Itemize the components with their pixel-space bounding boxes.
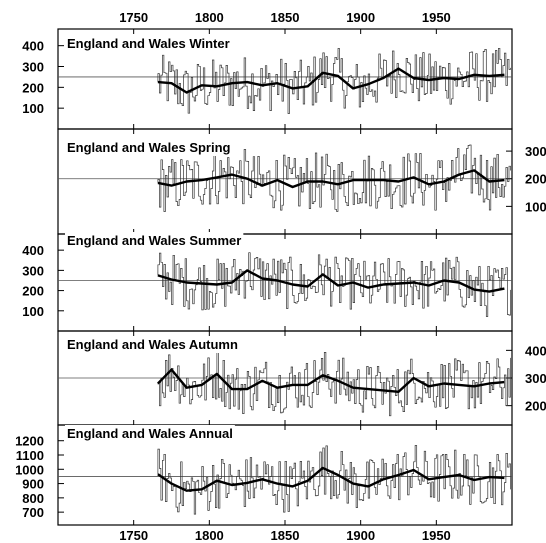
- panel-title: England and Wales Summer: [67, 233, 241, 248]
- panel-title-backing: [65, 139, 233, 156]
- y-tick-label: 400: [22, 39, 44, 54]
- x-tick-label-bottom: 1800: [195, 528, 224, 543]
- panel-4: 200 300 400 England and Wales Autumn: [57, 330, 546, 426]
- annual-trace: [157, 445, 511, 515]
- x-tick-label-top: 1750: [119, 10, 148, 25]
- annual-trace: [157, 144, 511, 212]
- y-tick-label: 1000: [15, 462, 44, 477]
- y-tick-label: 300: [525, 144, 546, 159]
- smoothed-series-line: [157, 269, 505, 293]
- panel-title-backing: [65, 35, 232, 52]
- y-tick-label: 400: [22, 243, 44, 258]
- panel-1: 100 200 300 400 England and Wales Winter: [22, 28, 513, 130]
- y-tick-label: 100: [525, 199, 546, 214]
- y-tick-label: 100: [22, 101, 44, 116]
- x-tick-label-top: 1950: [422, 10, 451, 25]
- annual-trace: [157, 351, 511, 417]
- y-tick-label: 200: [525, 172, 546, 187]
- x-tick-label-top: 1800: [195, 10, 224, 25]
- panel-2: 100 200 300 England and Wales Spring: [57, 128, 546, 235]
- smoothed-series-line: [157, 169, 505, 189]
- y-tick-label: 400: [525, 343, 546, 358]
- panel-3: 100 200 300 400 England and Wales Summer: [22, 232, 513, 332]
- y-tick-label: 1100: [16, 448, 44, 463]
- smoothed-series-line: [157, 67, 505, 94]
- figure-layer: 100 200 300 400 England and Wales Winter 100 2…: [15, 10, 546, 543]
- x-tick-label-top: 1850: [271, 10, 300, 25]
- annual-trace: [157, 47, 511, 114]
- x-tick-label-bottom: 1750: [119, 528, 148, 543]
- panel-title: England and Wales Winter: [67, 36, 230, 51]
- panel-title-backing: [65, 232, 244, 249]
- y-tick-label: 300: [22, 263, 44, 278]
- y-tick-label: 300: [22, 60, 44, 75]
- y-tick-label: 200: [22, 80, 44, 95]
- x-tick-label-bottom: 1950: [422, 528, 451, 543]
- y-tick-label: 900: [22, 477, 44, 492]
- y-tick-label: 200: [22, 284, 44, 299]
- panel-title-backing: [65, 425, 235, 442]
- smoothed-series-line: [157, 368, 505, 393]
- y-tick-label: 300: [525, 371, 546, 386]
- x-tick-label-bottom: 1900: [346, 528, 375, 543]
- y-tick-label: 200: [525, 399, 546, 414]
- smoothed-series-line: [157, 466, 505, 492]
- panel-title: England and Wales Annual: [67, 426, 233, 441]
- y-tick-label: 800: [22, 491, 44, 506]
- panel-title: England and Wales Autumn: [67, 337, 238, 352]
- y-tick-label: 700: [22, 505, 44, 520]
- panel-title: England and Wales Spring: [67, 140, 231, 155]
- x-tick-label-top: 1900: [346, 10, 375, 25]
- y-tick-label: 100: [22, 304, 44, 319]
- y-tick-label: 1200: [15, 434, 44, 449]
- panel-title-backing: [65, 336, 240, 353]
- x-tick-label-bottom: 1850: [271, 528, 300, 543]
